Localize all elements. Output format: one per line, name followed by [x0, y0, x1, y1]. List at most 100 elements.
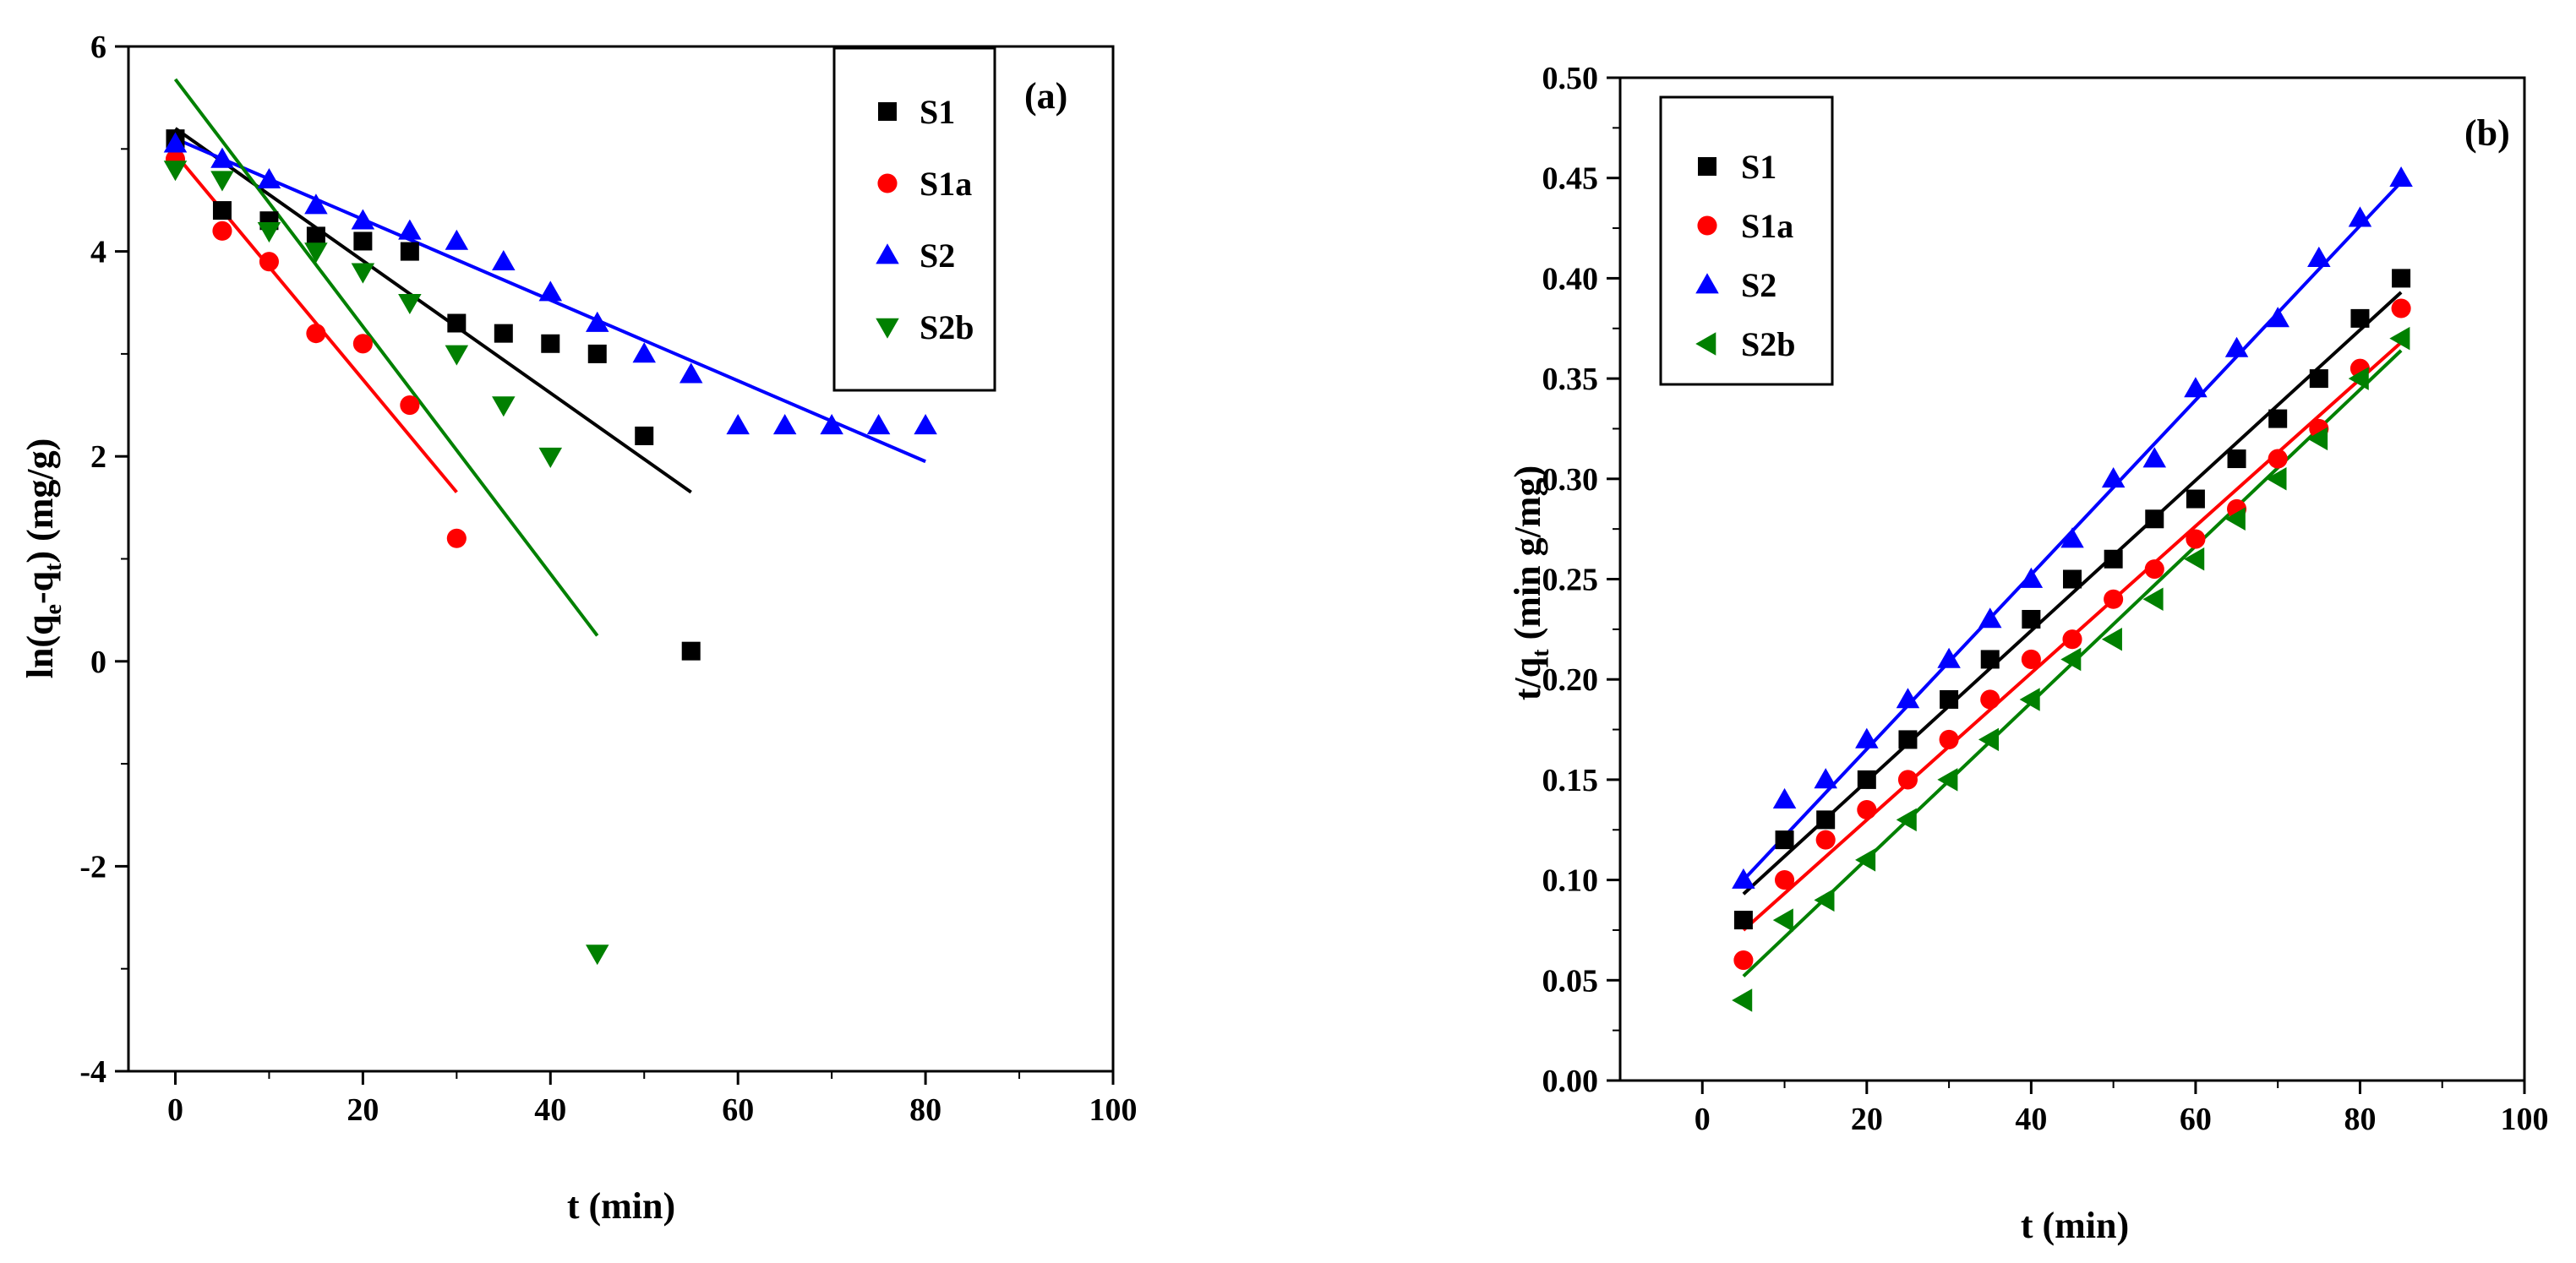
y-tick-label-b-1: 0.05 [1542, 963, 1599, 999]
data-point-a-s2-13 [772, 414, 797, 435]
data-point-b-s1a-8 [2062, 629, 2082, 650]
data-point-a-s2b-9 [586, 945, 609, 966]
data-point-a-s2b-5 [398, 293, 422, 314]
fit-line-b-s1 [1742, 291, 2403, 896]
data-point-b-s2b-11 [2184, 547, 2205, 571]
data-point-a-s2-15 [866, 414, 891, 435]
chart-panel-a: 0 20 40 60 80 100 -4 -2 0 2 4 6 S1 S1a S2 S2b (a) t (m… [19, 30, 1138, 1227]
legend-box-b [1659, 95, 1834, 386]
panel-label-b: (b) [2464, 112, 2510, 154]
y-tick-label-b-8: 0.40 [1542, 261, 1599, 297]
data-point-b-s1a-2 [1815, 830, 1836, 850]
y-tick-label-a-1: -2 [79, 849, 106, 885]
data-point-a-s2b-4 [351, 263, 375, 284]
legend-marker-b-s2b [1695, 332, 1716, 356]
data-point-a-s1a-3 [306, 324, 326, 344]
x-tick-label-b-1: 20 [1851, 1102, 1883, 1137]
y-axis-title-b-suffix: (min g/mg) [1507, 465, 1548, 650]
x-tick-label-a-1: 20 [347, 1092, 379, 1128]
data-point-a-s1-6 [447, 313, 467, 333]
data-point-b-s2b-9 [2101, 627, 2122, 651]
data-point-a-s2b-3 [304, 242, 328, 264]
data-point-a-s2b-7 [492, 396, 516, 417]
data-point-b-s2-11 [2184, 377, 2208, 398]
data-point-b-s1a-16 [2391, 298, 2411, 318]
data-point-b-s1a-9 [2104, 589, 2124, 609]
data-point-b-s2-8 [2060, 527, 2084, 548]
data-point-b-s1a-13 [2268, 449, 2288, 469]
data-point-a-s2b-2 [257, 222, 281, 243]
data-point-b-s2b-16 [2389, 326, 2410, 351]
panel-label-a: (a) [1024, 75, 1067, 117]
data-point-b-s1-2 [1816, 810, 1836, 830]
legend-label-b-s2b: S2b [1741, 325, 1796, 363]
x-axis-title-a: t (min) [567, 1185, 675, 1227]
data-point-b-s1-6 [1980, 650, 2000, 669]
x-tick-label-a-0: 0 [167, 1092, 183, 1128]
data-point-b-s2b-7 [2019, 688, 2040, 711]
data-point-b-s2b-5 [1937, 768, 1958, 792]
data-point-b-s1a-0 [1733, 950, 1754, 971]
data-point-b-s2-9 [2101, 467, 2126, 488]
legend-label-a-s2: S2 [920, 237, 955, 275]
y-axis-title-b: t/qt (min g/mg) [1507, 465, 1554, 700]
x-tick-label-a-3: 60 [722, 1092, 754, 1128]
data-point-b-s2-6 [1978, 607, 2002, 629]
data-point-b-s1-4 [1898, 730, 1918, 749]
data-point-a-s1a-2 [259, 252, 279, 272]
data-point-a-s1-3 [306, 226, 325, 246]
data-point-b-s2b-10 [2142, 587, 2164, 611]
legend-a: S1 S1a S2 S2b [832, 46, 996, 392]
y-tick-label-b-2: 0.10 [1542, 863, 1599, 899]
x-tick-label-b-5: 100 [2501, 1102, 2549, 1137]
data-point-b-s1a-3 [1857, 799, 1877, 820]
data-point-b-s2-10 [2142, 447, 2167, 468]
data-point-b-s2-4 [1896, 688, 1920, 709]
data-point-a-s2-10 [632, 342, 656, 363]
data-point-b-s2-3 [1855, 727, 1879, 749]
data-point-a-s1-9 [587, 344, 607, 363]
legend-label-a-s2b: S2b [920, 308, 974, 346]
legend-marker-a-s2b [876, 318, 899, 339]
data-point-a-s1a-4 [352, 334, 373, 354]
data-points-a [163, 129, 937, 966]
data-point-a-s2-12 [726, 414, 750, 435]
x-tick-label-a-5: 100 [1089, 1092, 1138, 1128]
data-point-a-s2-7 [492, 249, 516, 271]
x-tick-label-b-2: 40 [2015, 1102, 2047, 1137]
y-tick-label-b-9: 0.45 [1542, 161, 1599, 197]
y-tick-label-b-10: 0.50 [1542, 61, 1599, 96]
tick-group-a: 0 20 40 60 80 100 -4 -2 0 2 4 6 [79, 30, 1137, 1128]
data-point-b-s1-9 [2104, 549, 2123, 569]
data-point-b-s1-10 [2145, 509, 2164, 529]
data-point-a-s1-4 [353, 231, 373, 251]
data-point-b-s1-7 [2022, 609, 2041, 629]
data-point-a-s2-11 [679, 362, 703, 384]
data-point-b-s2b-15 [2348, 367, 2369, 390]
data-point-a-s1-7 [494, 324, 513, 343]
data-point-b-s2-16 [2389, 166, 2413, 188]
data-point-a-s1-5 [400, 242, 419, 261]
data-point-b-s1a-4 [1897, 770, 1918, 790]
x-axis-title-b: t (min) [2021, 1205, 2129, 1246]
legend-marker-b-s1a [1697, 215, 1717, 236]
data-point-b-s2b-14 [2307, 427, 2328, 451]
data-point-b-s1-15 [2350, 308, 2370, 328]
data-point-a-s2-2 [257, 167, 281, 189]
data-point-b-s1a-5 [1939, 729, 1959, 749]
y-axis-title-b-prefix: t/q [1507, 656, 1548, 700]
y-tick-label-b-3: 0.15 [1542, 763, 1599, 798]
data-point-b-s2b-4 [1896, 808, 1917, 832]
data-point-b-s2-0 [1732, 868, 1755, 889]
legend-marker-b-s2 [1695, 273, 1719, 294]
y-tick-label-a-5: 6 [90, 30, 106, 65]
data-point-b-s1a-11 [2186, 529, 2206, 549]
data-point-b-s1-16 [2392, 269, 2411, 288]
data-point-b-s2-7 [2019, 567, 2044, 588]
data-point-a-s1a-5 [400, 395, 420, 416]
legend-label-b-s1: S1 [1741, 148, 1776, 186]
data-point-b-s2b-2 [1814, 888, 1835, 912]
fit-line-a-s2b [173, 78, 599, 637]
data-point-a-s2-0 [163, 132, 188, 153]
data-point-b-s2-12 [2224, 336, 2249, 357]
